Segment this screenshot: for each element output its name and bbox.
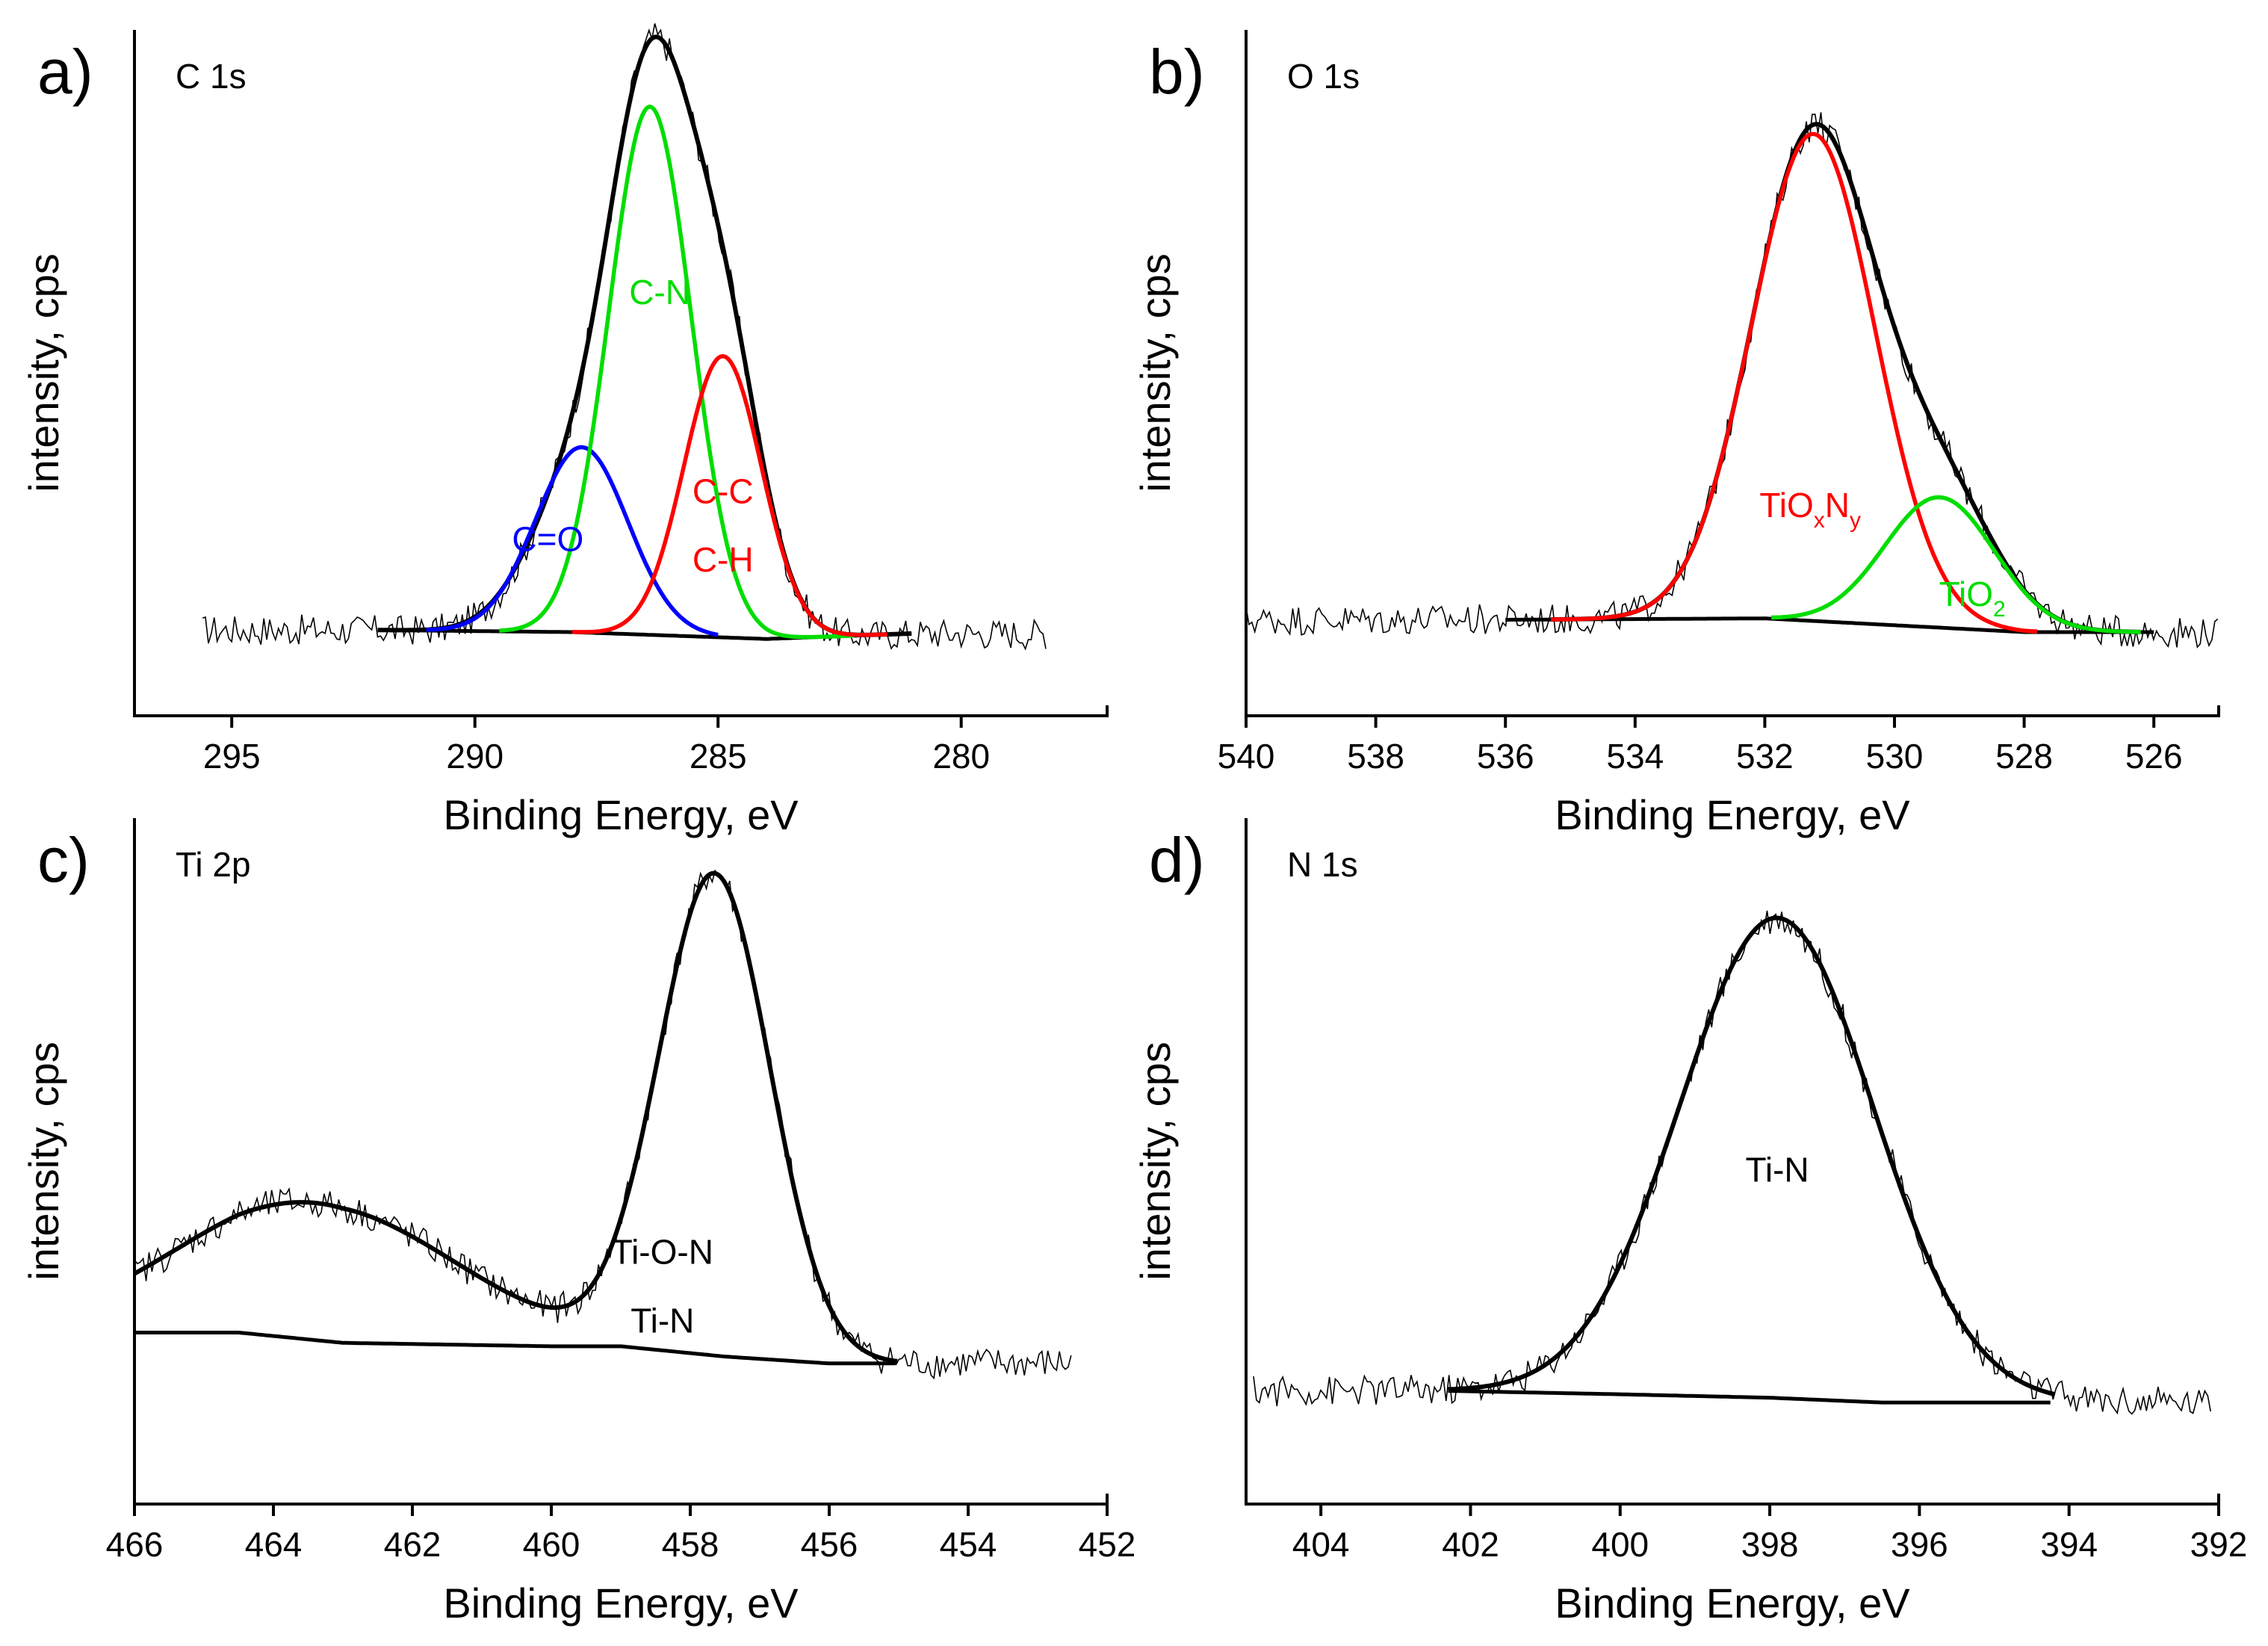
peak-label: Ti-N: [630, 1302, 694, 1340]
x-tick-label: 290: [446, 737, 504, 776]
x-axis-title: Binding Energy, eV: [1555, 791, 1910, 838]
y-axis-title: intensity, cps: [20, 253, 67, 492]
raw-spectrum: [1245, 112, 2219, 649]
x-tick-label: 532: [1736, 737, 1794, 776]
envelope-fit: [133, 870, 898, 1364]
x-tick-label: 280: [932, 737, 990, 776]
x-tick-label: 460: [523, 1525, 580, 1564]
peak-label: Ti-N: [1746, 1151, 1809, 1189]
x-tick-label: 466: [106, 1525, 164, 1564]
x-tick-label: 528: [1995, 737, 2053, 776]
x-tick-label: 536: [1477, 737, 1534, 776]
x-tick-label: 392: [2190, 1525, 2248, 1564]
peak-label: Ti-O-N: [612, 1233, 713, 1272]
peak-label: C=O: [512, 520, 583, 559]
panel-title: Ti 2p: [176, 845, 251, 884]
x-tick-label: 540: [1218, 737, 1275, 776]
component-tioxny: [1551, 132, 2038, 634]
panel-letter: a): [37, 37, 93, 107]
y-axis-title: intensity, cps: [1132, 1042, 1179, 1281]
baseline: [1448, 1389, 2051, 1405]
envelope-fit: [377, 34, 912, 637]
x-tick-label: 530: [1866, 737, 1924, 776]
peak-label: TiOxNy: [1759, 486, 1861, 533]
y-axis-title: intensity, cps: [20, 1042, 67, 1281]
panel-letter: d): [1149, 825, 1205, 895]
panel-o1s: 540 538 536 534 532 530 528 526 Binding Energy, …: [1132, 30, 2220, 838]
x-tick-label: 464: [245, 1525, 303, 1564]
x-tick-label: 454: [940, 1525, 997, 1564]
x-tick-label: 396: [1891, 1525, 1948, 1564]
component-c-c-c-h: [571, 353, 887, 637]
x-tick-label: 456: [801, 1525, 858, 1564]
y-axis-title: intensity, cps: [1132, 253, 1179, 492]
panel-n1s: 404 402 400 398 396 394 392 Binding Energy, eV i…: [1132, 818, 2247, 1627]
envelope-fit: [1448, 915, 2055, 1396]
x-tick-label: 404: [1292, 1525, 1350, 1564]
panel-title: O 1s: [1287, 57, 1360, 96]
x-tick-label: 398: [1741, 1525, 1799, 1564]
peak-label: C-H: [693, 540, 754, 579]
x-tick-label: 458: [662, 1525, 719, 1564]
x-tick-label: 394: [2040, 1525, 2098, 1564]
x-axis-title: Binding Energy, eV: [443, 791, 799, 838]
component-tio2: [1770, 495, 2141, 634]
raw-spectrum: [202, 23, 1047, 651]
x-tick-label: 285: [690, 737, 747, 776]
baseline: [134, 1331, 896, 1366]
x-tick-label: 452: [1079, 1525, 1136, 1564]
peak-label: TiO2: [1939, 575, 2006, 622]
panel-letter: b): [1149, 37, 1205, 107]
x-tick-label: 538: [1347, 737, 1404, 776]
x-tick-label: 534: [1606, 737, 1664, 776]
x-tick-label: 295: [203, 737, 261, 776]
x-tick-label: 402: [1442, 1525, 1499, 1564]
x-axis-title: Binding Energy, eV: [1555, 1580, 1910, 1627]
raw-spectrum: [1253, 910, 2211, 1415]
panel-letter: c): [37, 825, 90, 895]
baseline: [1505, 616, 2154, 634]
axes-frame: [133, 30, 1109, 717]
panel-ti2p: 466 464 462 460 458 456 454 452 Binding Energy, …: [20, 818, 1135, 1627]
x-tick-label: 462: [384, 1525, 441, 1564]
x-axis-title: Binding Energy, eV: [443, 1580, 799, 1627]
raw-spectrum: [134, 869, 1072, 1380]
component-c-o: [426, 445, 719, 637]
component-c-n: [499, 104, 854, 640]
panel-c1s: 295 290 285 280 Binding Energy, eV intensity,…: [20, 23, 1109, 838]
panel-title: N 1s: [1287, 845, 1358, 884]
panel-title: C 1s: [176, 57, 247, 96]
x-tick-label: 400: [1591, 1525, 1649, 1564]
peak-label: C-C: [693, 471, 754, 510]
axes-frame: [133, 818, 1109, 1506]
x-tick-label: 526: [2125, 737, 2183, 776]
axes-frame: [1245, 818, 2220, 1506]
axes-frame: [1245, 30, 2220, 717]
peak-label: C-N: [629, 273, 690, 312]
